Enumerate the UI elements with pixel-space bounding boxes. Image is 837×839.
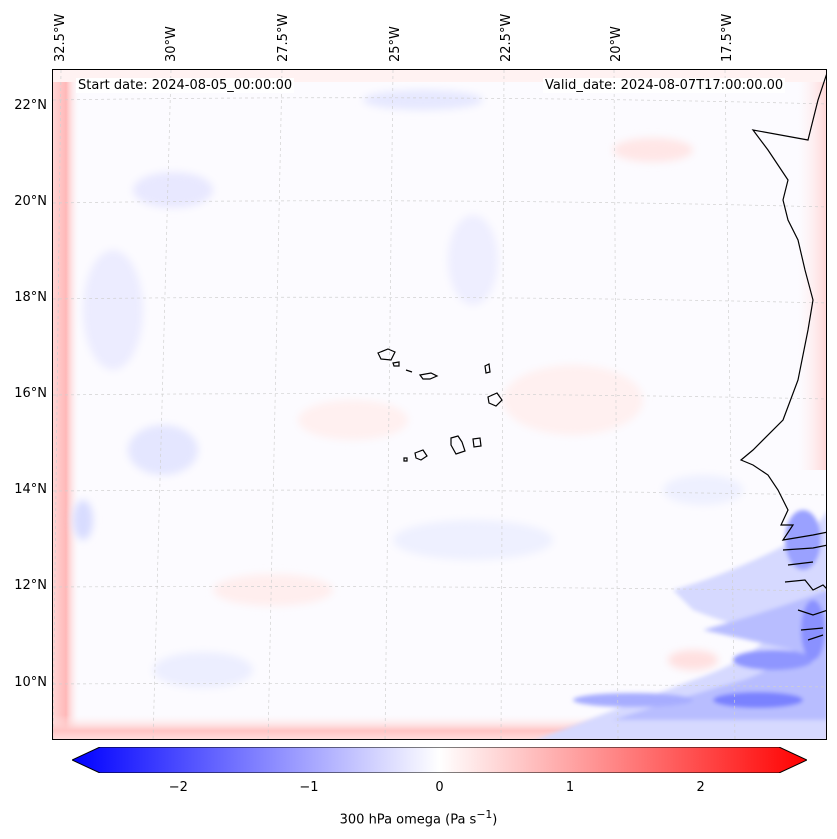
- faint-patches: [73, 90, 743, 688]
- colorbar-tick-label: −2: [168, 780, 188, 795]
- omega-map: [52, 69, 827, 740]
- cape-verde-islands: [377, 348, 503, 462]
- colorbar-tick-label: 1: [565, 780, 575, 795]
- lon-label-30w: 30°W: [164, 26, 179, 62]
- lat-label-14n: 14°N: [14, 482, 47, 497]
- lat-label-20n: 20°N: [14, 194, 47, 209]
- colorbar-tick-label: 2: [696, 780, 705, 795]
- lon-label-32-5w: 32.5°W: [53, 13, 68, 62]
- omega-field-svg: [53, 70, 826, 739]
- lon-label-22-5w: 22.5°W: [499, 13, 514, 62]
- lat-label-18n: 18°N: [14, 290, 47, 305]
- graticule: [53, 70, 826, 739]
- colorbar-title-superscript: −1: [476, 808, 493, 821]
- lat-label-12n: 12°N: [14, 578, 47, 593]
- field-background: [53, 70, 826, 739]
- lon-label-17-5w: 17.5°W: [720, 13, 735, 62]
- colorbar-tick-label: −1: [299, 780, 319, 795]
- lat-label-10n: 10°N: [14, 675, 47, 690]
- lon-label-20w: 20°W: [609, 26, 624, 62]
- gambia-coast: [782, 544, 826, 641]
- lon-label-25w: 25°W: [388, 26, 403, 62]
- colorbar-title: 300 hPa omega (Pa s−1): [0, 808, 837, 827]
- edge-right-red: [798, 70, 826, 470]
- lon-label-27-5w: 27.5°W: [276, 13, 291, 62]
- colorbar-fill: [72, 747, 807, 773]
- colorbar-title-close: ): [492, 812, 498, 828]
- lat-label-22n: 22°N: [14, 98, 47, 113]
- lat-label-16n: 16°N: [14, 386, 47, 401]
- valid-date-text: Valid_date: 2024-08-07T17:00:00.00: [543, 78, 786, 93]
- colorbar-title-main: 300 hPa omega (Pa s: [339, 812, 477, 828]
- start-date-text: Start date: 2024-08-05_00:00:00: [76, 78, 295, 93]
- africa-coastline: [739, 74, 826, 541]
- colorbar: [72, 747, 807, 773]
- edge-left-red: [53, 70, 79, 739]
- colorbar-tick-label: 0: [435, 780, 444, 795]
- blue-convection-region: [538, 510, 826, 739]
